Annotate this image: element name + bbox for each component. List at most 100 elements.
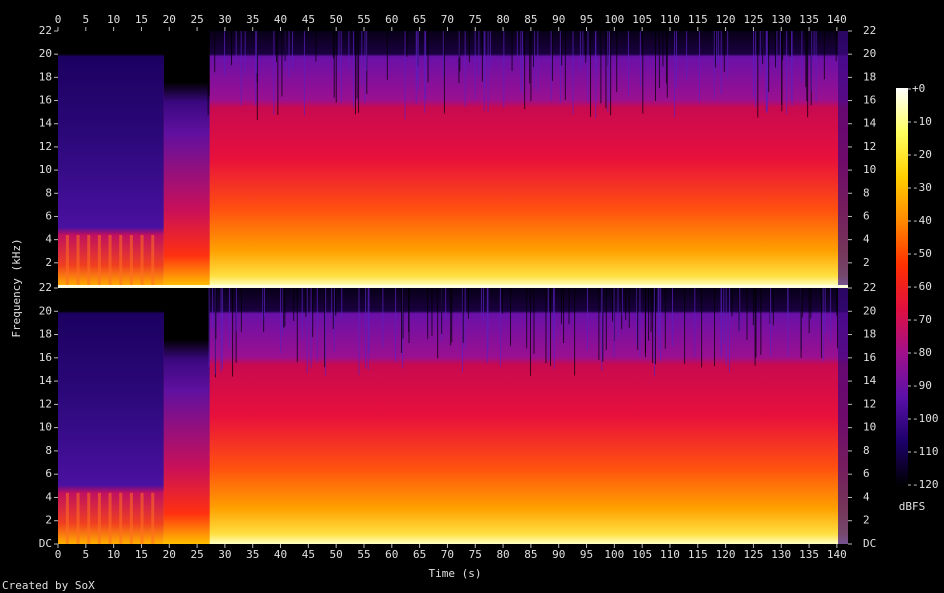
y-tick-label: 22: [39, 281, 52, 294]
x-tick-label: 65: [413, 548, 426, 561]
x-tick-label: 130: [771, 548, 791, 561]
y-tick-label: 14: [39, 374, 53, 387]
spectrogram-fade: [838, 288, 848, 544]
y-tick-label: 10: [863, 163, 876, 176]
colorbar-tick-label: -30: [912, 181, 932, 194]
y-tick-label: 14: [39, 117, 53, 130]
x-tick-label: 40: [274, 548, 287, 561]
x-tick-label: 30: [218, 548, 231, 561]
spectrogram-note: [151, 492, 155, 544]
spectrogram-note: [97, 492, 101, 544]
x-tick-label: 5: [83, 548, 90, 561]
y-tick-label: 22: [39, 24, 52, 37]
x-tick-label: 25: [190, 548, 203, 561]
y-tick-label: 18: [39, 70, 52, 83]
spectrogram-note: [97, 235, 101, 286]
y-tick-label: 4: [45, 490, 52, 503]
y-tick-label: 2: [45, 514, 52, 527]
y-tick-label: 10: [863, 421, 876, 434]
spectrogram-note: [76, 235, 80, 286]
x-tick-label: 105: [632, 13, 652, 26]
spectrogram-note: [140, 235, 144, 286]
spectrogram-transition: [163, 288, 210, 544]
spectrogram-note: [151, 235, 155, 286]
y-tick-label: 10: [39, 163, 52, 176]
x-tick-label: 115: [688, 13, 708, 26]
y-tick-label: 6: [45, 209, 52, 222]
x-tick-label: 75: [469, 548, 482, 561]
colorbar-tick-label: -70: [912, 313, 932, 326]
y-tick-label: 4: [45, 233, 52, 246]
x-tick-label: 105: [632, 548, 652, 561]
y-tick-label: DC: [863, 537, 876, 550]
y-tick-label: 2: [863, 514, 870, 527]
y-tick-label: 8: [863, 444, 870, 457]
x-tick-label: 45: [302, 548, 315, 561]
y-tick-label: 8: [863, 186, 870, 199]
x-tick-label: 95: [580, 13, 593, 26]
y-tick-label: 2: [45, 256, 52, 269]
x-tick-label: 60: [385, 548, 398, 561]
y-tick-label: 20: [39, 304, 52, 317]
spectrogram-transition: [163, 31, 210, 286]
colorbar-tick-label: -40: [912, 214, 932, 227]
colorbar-tick-label: -120: [912, 478, 939, 491]
y-tick-label: 4: [863, 233, 870, 246]
y-tick-label: 12: [863, 140, 876, 153]
x-tick-label: 110: [660, 548, 680, 561]
x-tick-label: 140: [827, 548, 847, 561]
footer: Created by SoX: [2, 579, 95, 592]
x-tick-label: 135: [799, 548, 819, 561]
y-tick-label: 8: [45, 444, 52, 457]
colorbar-label: dBFS: [899, 500, 926, 513]
x-tick-label: 15: [135, 13, 148, 26]
x-tick-label: 115: [688, 548, 708, 561]
y-tick-label: 6: [45, 467, 52, 480]
spectrogram-note: [87, 235, 91, 286]
spectrogram-note: [65, 492, 69, 544]
y-tick-label: 18: [39, 328, 52, 341]
x-tick-label: 50: [330, 548, 343, 561]
x-tick-label: 55: [357, 13, 370, 26]
y-tick-label: 16: [863, 94, 876, 107]
x-tick-label: 125: [743, 548, 763, 561]
y-tick-label: DC: [39, 537, 52, 550]
x-tick-label: 125: [743, 13, 763, 26]
x-tick-label: 95: [580, 548, 593, 561]
x-tick-label: 35: [246, 548, 259, 561]
spectrogram-note: [129, 235, 133, 286]
y-tick-label: 6: [863, 209, 870, 222]
y-tick-label: 20: [863, 47, 876, 60]
x-tick-label: 25: [190, 13, 203, 26]
colorbar-tick-label: -100: [912, 412, 939, 425]
colorbar-tick-label: -20: [912, 148, 932, 161]
spectrogram-note: [108, 235, 112, 286]
x-tick-label: 45: [302, 13, 315, 26]
x-tick-label: 135: [799, 13, 819, 26]
y-tick-label: 16: [39, 94, 52, 107]
colorbar-tick-label: -10: [912, 115, 932, 128]
colorbar-tick-label: -60: [912, 280, 932, 293]
y-tick-label: 12: [39, 140, 52, 153]
x-tick-label: 100: [604, 548, 624, 561]
y-tick-label: 20: [39, 47, 52, 60]
spectrogram-note: [140, 492, 144, 544]
y-tick-label: 16: [39, 351, 52, 364]
spectrogram-note: [108, 492, 112, 544]
x-tick-label: 140: [827, 13, 847, 26]
x-axis-label: Time (s): [429, 567, 482, 580]
colorbar-tick-label: -90: [912, 379, 932, 392]
x-tick-label: 85: [524, 13, 537, 26]
x-tick-label: 70: [441, 548, 454, 561]
x-tick-label: 120: [716, 548, 736, 561]
colorbar: [896, 88, 908, 486]
x-tick-label: 75: [469, 13, 482, 26]
y-tick-label: 10: [39, 421, 52, 434]
x-tick-label: 60: [385, 13, 398, 26]
spectrogram-note: [65, 235, 69, 286]
y-tick-label: 18: [863, 70, 876, 83]
y-tick-label: 14: [863, 374, 877, 387]
colorbar-tick-label: -50: [912, 247, 932, 260]
y-tick-label: 18: [863, 328, 876, 341]
panel-divider: [58, 285, 848, 288]
